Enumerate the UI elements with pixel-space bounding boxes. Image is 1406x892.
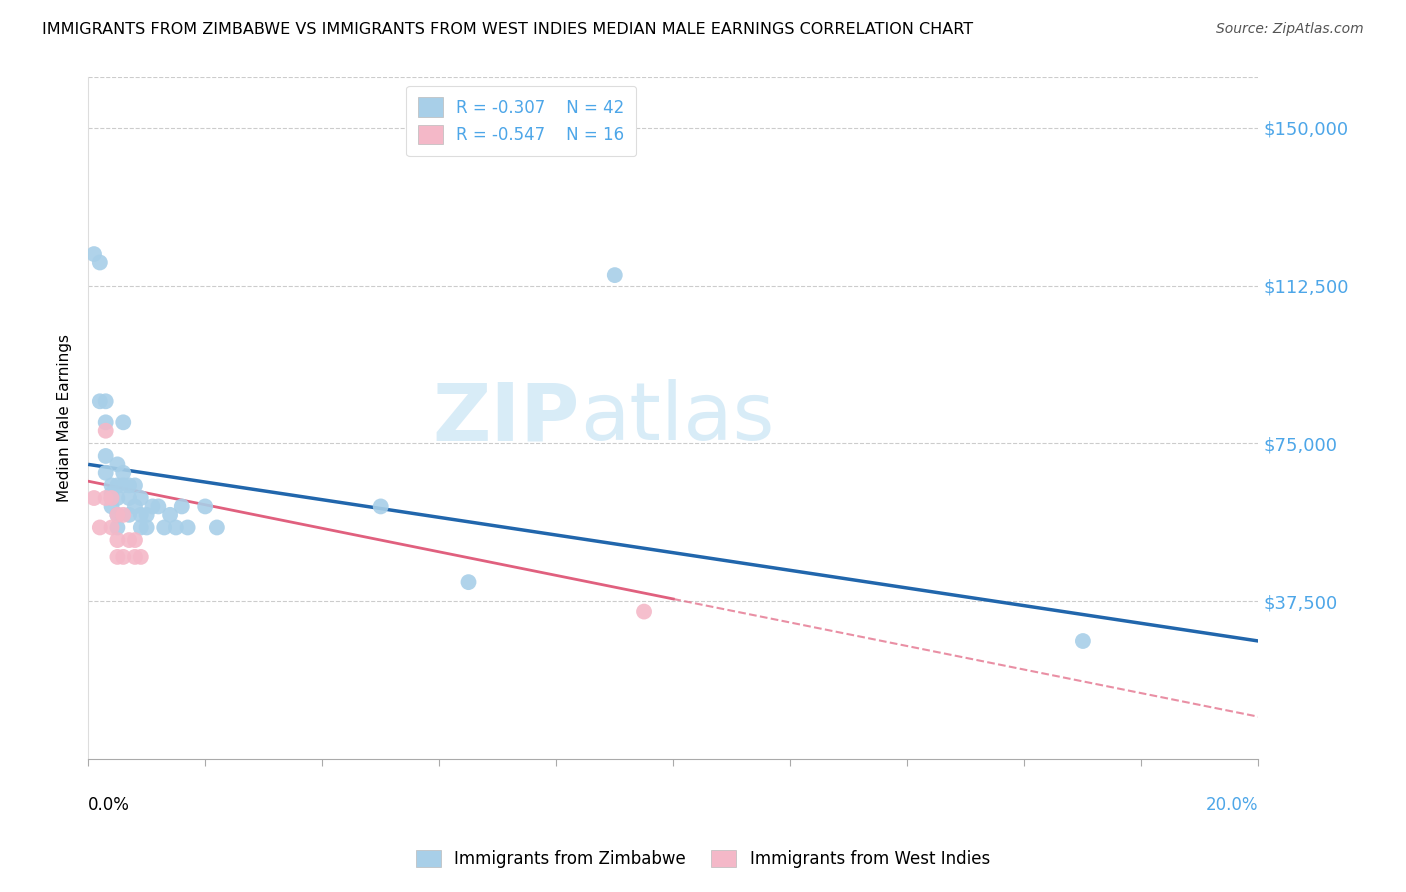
Point xyxy=(112,478,135,492)
Point xyxy=(107,520,129,534)
Point xyxy=(83,247,105,261)
Point xyxy=(89,255,111,269)
Point xyxy=(165,520,187,534)
Point xyxy=(603,268,626,282)
Text: atlas: atlas xyxy=(579,379,775,457)
Point xyxy=(107,508,129,522)
Point xyxy=(129,508,152,522)
Point xyxy=(633,605,655,619)
Point xyxy=(118,491,141,505)
Point xyxy=(107,491,129,505)
Point xyxy=(100,520,122,534)
Point xyxy=(100,491,122,505)
Point xyxy=(83,491,105,505)
Point xyxy=(124,549,146,564)
Legend: Immigrants from Zimbabwe, Immigrants from West Indies: Immigrants from Zimbabwe, Immigrants fro… xyxy=(409,843,997,875)
Point xyxy=(129,491,152,505)
Point xyxy=(170,500,193,514)
Text: 0.0%: 0.0% xyxy=(89,797,129,814)
Point xyxy=(118,508,141,522)
Point xyxy=(457,575,479,590)
Point xyxy=(112,415,135,429)
Point xyxy=(94,449,117,463)
Point xyxy=(135,508,157,522)
Point xyxy=(89,394,111,409)
Point xyxy=(1071,634,1094,648)
Legend: R = -0.307    N = 42, R = -0.547    N = 16: R = -0.307 N = 42, R = -0.547 N = 16 xyxy=(406,86,636,156)
Point xyxy=(205,520,228,534)
Point xyxy=(112,549,135,564)
Point xyxy=(89,520,111,534)
Point xyxy=(124,478,146,492)
Point xyxy=(112,508,135,522)
Point xyxy=(118,533,141,547)
Point xyxy=(107,478,129,492)
Point xyxy=(176,520,198,534)
Point xyxy=(194,500,217,514)
Point xyxy=(94,394,117,409)
Text: IMMIGRANTS FROM ZIMBABWE VS IMMIGRANTS FROM WEST INDIES MEDIAN MALE EARNINGS COR: IMMIGRANTS FROM ZIMBABWE VS IMMIGRANTS F… xyxy=(42,22,973,37)
Point xyxy=(94,466,117,480)
Point xyxy=(153,520,176,534)
Text: Source: ZipAtlas.com: Source: ZipAtlas.com xyxy=(1216,22,1364,37)
Point xyxy=(118,478,141,492)
Point xyxy=(129,549,152,564)
Text: ZIP: ZIP xyxy=(433,379,579,457)
Point xyxy=(107,549,129,564)
Point xyxy=(94,424,117,438)
Text: 20.0%: 20.0% xyxy=(1206,797,1258,814)
Y-axis label: Median Male Earnings: Median Male Earnings xyxy=(58,334,72,502)
Point xyxy=(100,478,122,492)
Point xyxy=(124,533,146,547)
Point xyxy=(94,415,117,429)
Point xyxy=(100,487,122,501)
Point xyxy=(100,491,122,505)
Point xyxy=(135,520,157,534)
Point xyxy=(100,500,122,514)
Point xyxy=(141,500,163,514)
Point xyxy=(107,508,129,522)
Point xyxy=(94,491,117,505)
Point xyxy=(370,500,392,514)
Point xyxy=(159,508,181,522)
Point xyxy=(112,466,135,480)
Point xyxy=(124,500,146,514)
Point xyxy=(129,520,152,534)
Point xyxy=(107,458,129,472)
Point xyxy=(148,500,170,514)
Point xyxy=(107,533,129,547)
